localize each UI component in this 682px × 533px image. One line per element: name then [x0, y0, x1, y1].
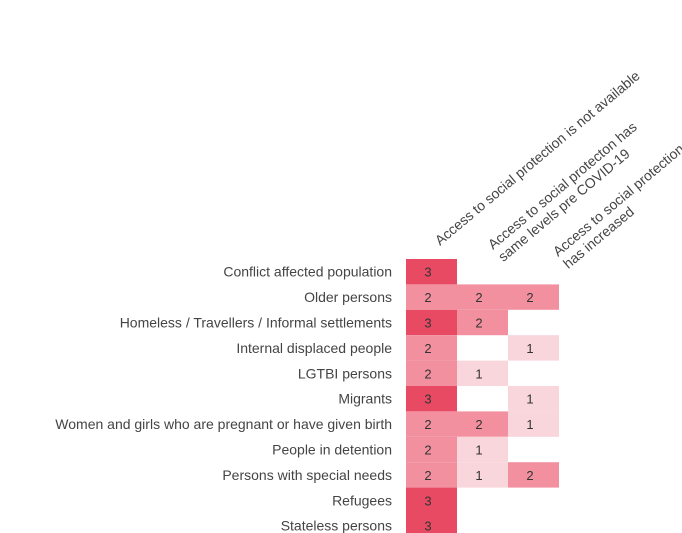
heatmap-cell: [508, 284, 559, 310]
row-label: Internal displaced people: [236, 340, 392, 356]
heatmap-cell: [457, 284, 508, 310]
heatmap-cell: [457, 462, 508, 488]
cell-value-label: 1: [526, 392, 533, 407]
heatmap-cell: [406, 436, 457, 463]
cell-value-label: 3: [424, 265, 431, 280]
column-labels: Access to social protection is not avail…: [432, 67, 682, 271]
row-label: Women and girls who are pregnant or have…: [55, 416, 392, 432]
cell-value-label: 2: [424, 341, 431, 356]
heatmap-cell: [406, 284, 457, 310]
heatmap-cells: 3 2 2 2 3 2 2 1 2 1 3 1 2 2 1 2 1 2 1 2 3 3: [406, 259, 559, 533]
row-label: Older persons: [304, 289, 392, 305]
cell-value-label: 2: [424, 366, 431, 381]
row-label: Migrants: [338, 391, 392, 407]
row-label: Refugees: [332, 492, 392, 508]
cell-value-label: 1: [526, 341, 533, 356]
row-label: Persons with special needs: [222, 467, 392, 483]
cell-value-label: 3: [424, 392, 431, 407]
heatmap-cell: [406, 360, 457, 386]
heatmap-cell: [406, 309, 457, 336]
row-label: People in detention: [272, 442, 392, 458]
row-label: LGTBI persons: [298, 365, 392, 381]
heatmap-cell: [457, 360, 508, 386]
cell-value-label: 2: [424, 468, 431, 483]
cell-value-label: 1: [475, 366, 482, 381]
cell-value-label: 2: [424, 290, 431, 305]
heatmap-cell: [508, 335, 559, 361]
cell-value-label: 3: [424, 519, 431, 533]
cell-value-label: 3: [424, 316, 431, 331]
heatmap-cell: [508, 411, 559, 437]
cell-value-label: 2: [475, 290, 482, 305]
row-label: Stateless persons: [281, 518, 392, 533]
cell-value-label: 2: [475, 316, 482, 331]
heatmap-cell: [457, 309, 508, 336]
heatmap-cell: [406, 259, 457, 285]
heatmap-cell: [457, 436, 508, 463]
cell-value-label: 2: [424, 417, 431, 432]
heatmap-cell: [406, 462, 457, 488]
cell-value-label: 2: [526, 290, 533, 305]
row-labels: Conflict affected population Older person…: [55, 264, 392, 533]
heatmap-cell: [508, 386, 559, 412]
heatmap-cell: [508, 462, 559, 488]
heatmap-cell: [406, 335, 457, 361]
cell-value-label: 3: [424, 493, 431, 508]
cell-value-label: 2: [424, 443, 431, 458]
cell-value-label: 2: [526, 468, 533, 483]
heatmap-cell: [406, 386, 457, 412]
row-label: Conflict affected population: [223, 264, 392, 280]
row-label: Homeless / Travellers / Informal settlem…: [120, 315, 392, 331]
heatmap-cell: [406, 513, 457, 533]
cell-value-label: 1: [526, 417, 533, 432]
heatmap-cell: [406, 487, 457, 513]
cell-value-label: 2: [475, 417, 482, 432]
cell-value-label: 1: [475, 443, 482, 458]
heatmap-cell: [406, 411, 457, 437]
heatmap-cell: [457, 411, 508, 437]
cell-value-label: 1: [475, 468, 482, 483]
